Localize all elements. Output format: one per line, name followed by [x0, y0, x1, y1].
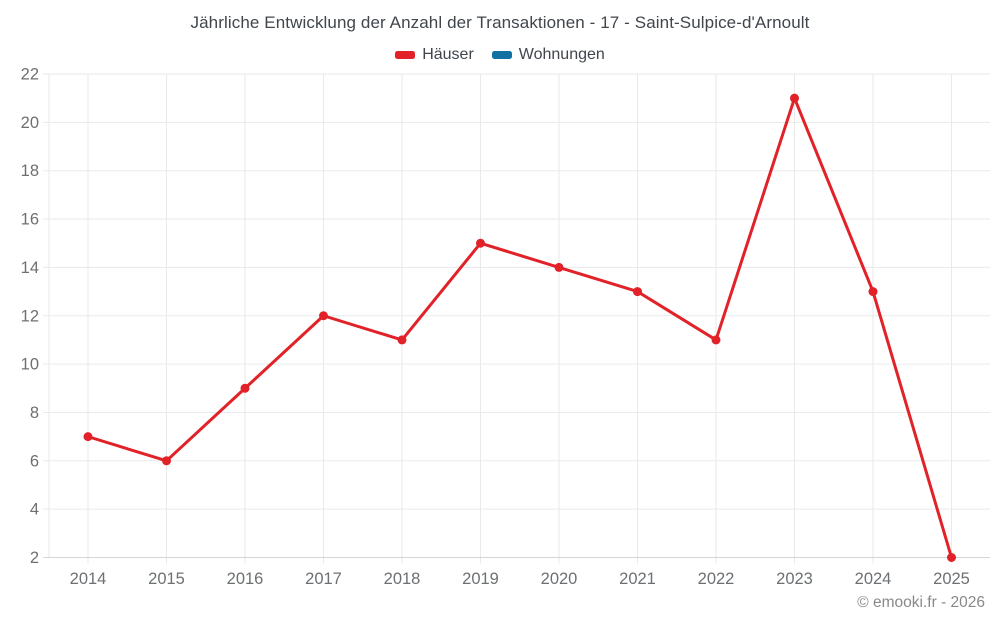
x-tick-label: 2023 [776, 570, 813, 588]
data-point[interactable] [633, 287, 642, 297]
legend: Häuser Wohnungen [0, 44, 1000, 66]
x-tick-label: 2025 [933, 570, 970, 588]
data-point[interactable] [947, 553, 956, 562]
x-tick-label: 2021 [619, 570, 656, 588]
x-tick-label: 2017 [305, 570, 342, 588]
data-point[interactable] [240, 383, 250, 393]
haeuser-series-swatch-icon [395, 51, 416, 59]
data-point[interactable] [790, 93, 799, 103]
data-point[interactable] [319, 311, 328, 321]
y-tick-label: 10 [21, 356, 39, 374]
series-line [86, 96, 953, 559]
wohnungen-series-swatch-icon [491, 51, 512, 59]
y-tick-label: 14 [21, 259, 39, 277]
data-point[interactable] [554, 262, 564, 272]
legend-item-haeuser[interactable]: Häuser [395, 46, 474, 64]
y-tick-label: 12 [21, 307, 39, 325]
x-tick-label: 2020 [541, 570, 578, 588]
x-tick-label: 2014 [70, 570, 107, 588]
y-tick-label: 16 [21, 211, 39, 229]
y-tick-label: 4 [30, 501, 39, 519]
x-tick-label: 2019 [462, 570, 499, 588]
legend-label-wohnungen: Wohnungen [518, 46, 605, 63]
legend-item-wohnungen[interactable]: Wohnungen [491, 46, 605, 64]
x-tick-label: 2022 [698, 570, 735, 588]
y-tick-label: 20 [21, 114, 39, 132]
y-tick-label: 18 [21, 162, 39, 180]
y-tick-label: 22 [21, 66, 39, 84]
y-tick-label: 8 [30, 404, 39, 422]
data-point[interactable] [162, 456, 171, 466]
data-point[interactable] [397, 335, 407, 345]
y-tick-label: 2 [30, 549, 39, 567]
chart-title: Jährliche Entwicklung der Anzahl der Tra… [190, 13, 810, 32]
copyright-text: © emooki.fr - 2026 [857, 594, 985, 611]
data-point[interactable] [868, 287, 878, 297]
x-tick-label: 2018 [384, 570, 421, 588]
data-point[interactable] [83, 432, 93, 442]
x-tick-label: 2015 [148, 570, 185, 588]
data-point[interactable] [476, 238, 485, 248]
x-tick-label: 2024 [855, 570, 892, 588]
y-tick-label: 6 [30, 452, 39, 470]
data-point[interactable] [711, 335, 721, 345]
x-tick-label: 2016 [227, 570, 264, 588]
legend-label-haeuser: Häuser [422, 46, 474, 63]
